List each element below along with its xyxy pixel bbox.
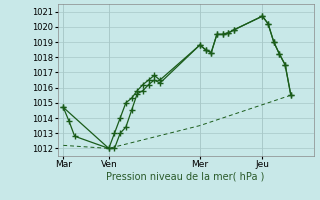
X-axis label: Pression niveau de la mer( hPa ): Pression niveau de la mer( hPa ) (107, 172, 265, 182)
